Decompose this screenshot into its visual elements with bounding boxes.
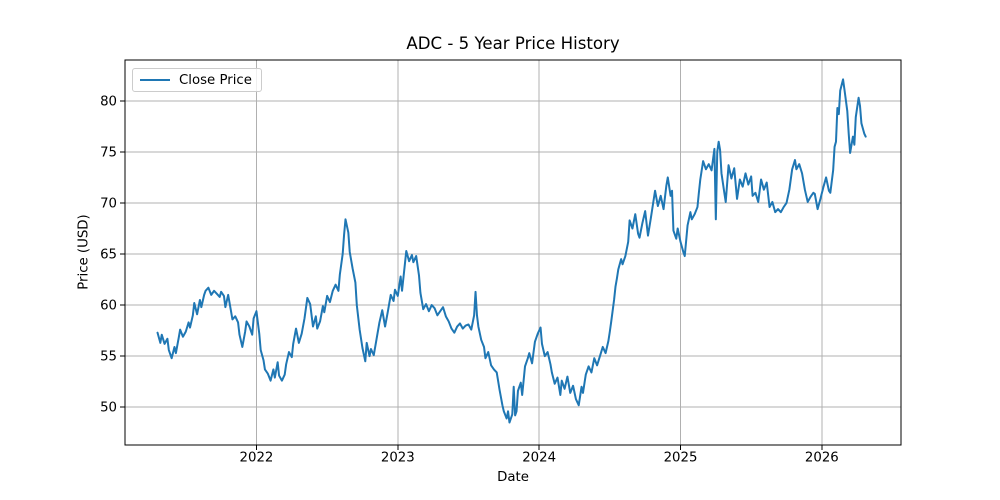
axes-frame (124, 59, 902, 446)
tick-marks (120, 100, 823, 450)
y-axis-label: Price (USD) (76, 214, 92, 290)
legend-line-swatch (140, 79, 170, 81)
y-tick-labels: 50 55 60 65 70 75 80 (100, 94, 117, 415)
x-axis-label: Date (497, 470, 529, 485)
y-tick-label: 75 (100, 145, 117, 160)
x-tick-label: 2025 (664, 451, 698, 466)
x-tick-label: 2022 (240, 451, 274, 466)
y-tick-label: 50 (100, 401, 117, 416)
legend: Close Price (132, 68, 262, 92)
y-tick-label: 60 (100, 299, 117, 314)
x-tick-labels: 2022 2023 2024 2025 2026 (240, 451, 839, 466)
x-tick-label: 2026 (805, 451, 839, 466)
chart-title: ADC - 5 Year Price History (406, 34, 620, 53)
y-tick-label: 65 (100, 248, 117, 263)
x-tick-label: 2023 (381, 451, 415, 466)
x-tick-label: 2024 (522, 451, 556, 466)
y-tick-label: 55 (100, 350, 117, 365)
y-tick-label: 80 (100, 94, 117, 109)
legend-label: Close Price (179, 72, 252, 88)
y-tick-label: 70 (100, 196, 117, 211)
close-price-line (156, 78, 867, 424)
